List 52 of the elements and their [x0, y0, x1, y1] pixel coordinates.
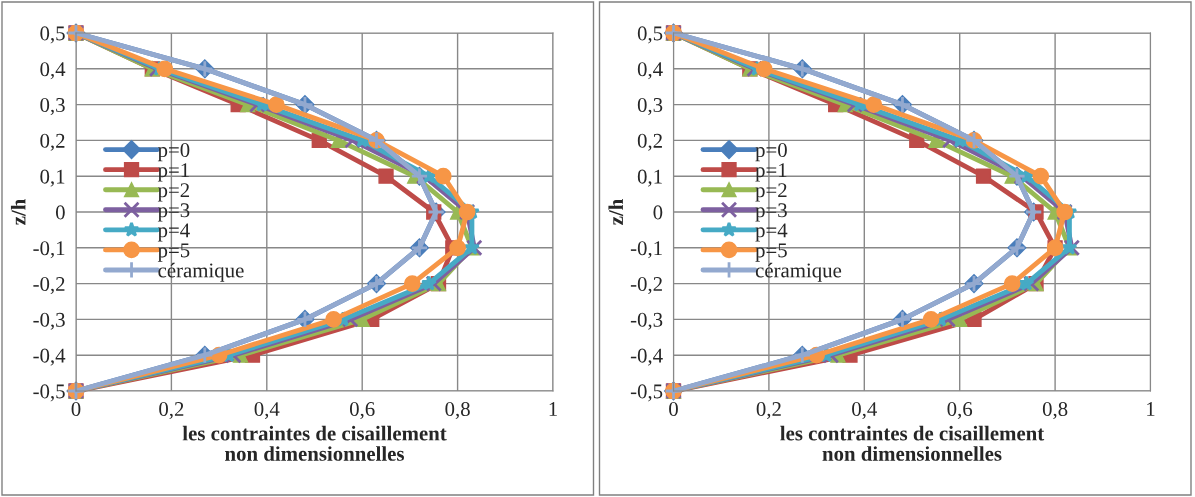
y-tick-label: 0,5: [40, 26, 65, 44]
legend-label: p=2: [755, 183, 787, 202]
y-tick-label: -0,1: [630, 241, 662, 259]
legend-label: p=3: [755, 203, 787, 222]
x-tick-label: 0,8: [445, 402, 470, 420]
legend-label: p=5: [157, 243, 190, 262]
y-tick-label: 0,4: [40, 62, 66, 80]
x-tick-label: 0: [71, 402, 81, 417]
y-tick-label: 0: [55, 205, 65, 220]
x-tick-label: 0,8: [1042, 402, 1068, 420]
y-tick-label: -0,5: [33, 384, 65, 402]
y-tick-label: 0,2: [637, 133, 662, 151]
y-tick-label: -0,3: [630, 312, 663, 330]
x-tick-label: 0,2: [756, 402, 781, 420]
legend-label: p=4: [157, 223, 190, 242]
y-tick-label: -0,5: [630, 384, 663, 402]
y-axis-title: z/h: [10, 199, 26, 225]
legend-label: p=0: [157, 143, 190, 162]
x-tick-label: 0,6: [947, 402, 973, 420]
y-axis-title: z/h: [608, 199, 624, 225]
x-tick-label: 1: [549, 402, 557, 416]
legend-label: p=3: [157, 203, 190, 222]
y-tick-label: -0,2: [630, 276, 662, 295]
y-tick-label: -0,4: [33, 348, 66, 366]
y-tick-label: 0: [653, 205, 663, 220]
legend-label: p=2: [157, 183, 190, 202]
x-tick-label: 1: [1147, 402, 1155, 416]
legend-label: p=1: [755, 163, 787, 182]
legend-label: p=4: [755, 223, 788, 242]
x-tick-label: 0,2: [159, 402, 184, 420]
y-tick-label: 0,1: [637, 169, 662, 187]
x-tick-label: 0,4: [254, 402, 280, 420]
x-tick-label: 0: [669, 402, 678, 417]
legend-label: céramique: [158, 262, 244, 282]
x-tick-label: 0,4: [852, 402, 877, 420]
y-tick-label: 0,1: [40, 169, 65, 187]
y-tick-label: -0,4: [630, 348, 663, 366]
x-axis-title: les contraintes de cisaillement non dimensionnelles: [182, 425, 447, 461]
y-tick-label: -0,3: [33, 312, 65, 330]
y-tick-label: 0,3: [40, 97, 65, 116]
legend-label: p=5: [755, 243, 787, 262]
y-tick-label: -0,1: [33, 241, 65, 259]
y-tick-label: 0,5: [637, 26, 663, 44]
y-tick-label: -0,2: [33, 276, 65, 295]
x-axis-title: les contraintes de cisaillement non dimensionnelles: [780, 425, 1045, 461]
x-tick-label: 0,6: [349, 402, 375, 420]
legend-label: céramique: [755, 262, 842, 282]
legend-label: p=0: [755, 143, 787, 162]
legend-label: p=1: [157, 163, 189, 182]
y-tick-label: 0,4: [637, 62, 663, 80]
y-tick-label: 0,2: [40, 133, 65, 151]
y-tick-label: 0,3: [637, 97, 663, 116]
